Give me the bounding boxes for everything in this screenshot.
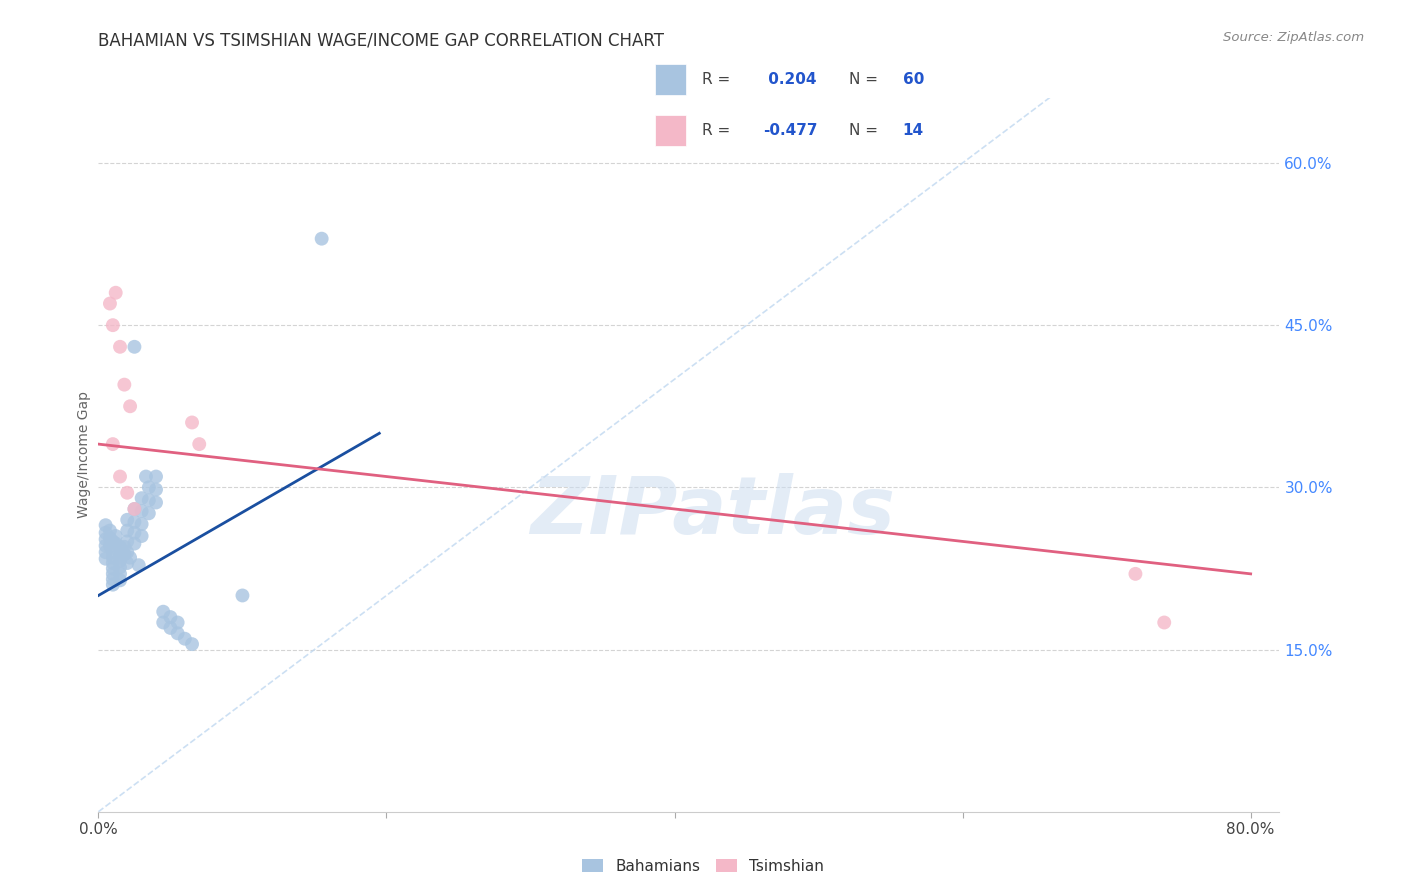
Point: [115, 534, 138, 549]
Point: [94, 518, 117, 533]
Point: [101, 572, 124, 586]
Text: -0.477: -0.477: [763, 123, 818, 138]
Point: [181, 416, 204, 430]
Point: [1125, 566, 1147, 581]
Point: [124, 340, 146, 354]
Point: [311, 232, 333, 246]
FancyBboxPatch shape: [655, 64, 686, 95]
Point: [131, 504, 153, 518]
Point: [101, 556, 124, 570]
Point: [145, 483, 167, 497]
Point: [135, 469, 157, 483]
Point: [94, 533, 117, 547]
Point: [115, 545, 138, 559]
Point: [108, 560, 131, 574]
Point: [108, 340, 131, 354]
Point: [94, 551, 117, 566]
Text: BAHAMIAN VS TSIMSHIAN WAGE/INCOME GAP CORRELATION CHART: BAHAMIAN VS TSIMSHIAN WAGE/INCOME GAP CO…: [98, 31, 665, 49]
Point: [124, 502, 146, 516]
Point: [188, 437, 211, 451]
Point: [166, 615, 188, 630]
Text: Source: ZipAtlas.com: Source: ZipAtlas.com: [1223, 31, 1364, 45]
Point: [108, 566, 131, 581]
Point: [181, 637, 204, 651]
Point: [104, 529, 127, 543]
FancyBboxPatch shape: [655, 115, 686, 145]
Text: R =: R =: [702, 71, 735, 87]
Point: [98, 539, 121, 553]
Point: [94, 539, 117, 553]
Point: [101, 545, 124, 559]
Point: [145, 469, 167, 483]
Point: [124, 502, 146, 516]
Text: ZIPatlas: ZIPatlas: [530, 473, 896, 551]
Point: [159, 621, 181, 635]
Legend: Bahamians, Tsimshian: Bahamians, Tsimshian: [575, 853, 831, 880]
Point: [94, 525, 117, 540]
Point: [108, 554, 131, 568]
Point: [131, 529, 153, 543]
Point: [166, 626, 188, 640]
Point: [152, 605, 174, 619]
Point: [98, 531, 121, 545]
Text: 60: 60: [903, 71, 924, 87]
Point: [101, 561, 124, 575]
Point: [124, 536, 146, 550]
Text: 0.204: 0.204: [763, 71, 817, 87]
Point: [152, 615, 174, 630]
Point: [101, 550, 124, 565]
Point: [101, 534, 124, 549]
Point: [124, 525, 146, 540]
Point: [108, 548, 131, 562]
Point: [112, 540, 135, 554]
Text: R =: R =: [702, 123, 735, 138]
Point: [159, 610, 181, 624]
Point: [101, 566, 124, 581]
Point: [173, 632, 195, 646]
Point: [128, 558, 150, 573]
Point: [120, 399, 142, 413]
Point: [104, 285, 127, 300]
Point: [104, 536, 127, 550]
Point: [98, 524, 121, 538]
Point: [108, 540, 131, 554]
Point: [115, 556, 138, 570]
Point: [115, 524, 138, 538]
Point: [112, 548, 135, 562]
Point: [98, 296, 121, 310]
Point: [131, 491, 153, 505]
Y-axis label: Wage/Income Gap: Wage/Income Gap: [77, 392, 91, 518]
Point: [108, 469, 131, 483]
Point: [138, 480, 160, 494]
Point: [120, 550, 142, 565]
Point: [115, 513, 138, 527]
Point: [101, 577, 124, 591]
Point: [145, 495, 167, 509]
Point: [124, 515, 146, 529]
Point: [115, 485, 138, 500]
Text: N =: N =: [849, 71, 883, 87]
Point: [138, 506, 160, 520]
Point: [231, 589, 253, 603]
Point: [101, 437, 124, 451]
Point: [1153, 615, 1175, 630]
Point: [131, 517, 153, 532]
Point: [108, 574, 131, 588]
Point: [101, 318, 124, 333]
Text: 14: 14: [903, 123, 924, 138]
Text: N =: N =: [849, 123, 883, 138]
Point: [112, 377, 135, 392]
Point: [94, 545, 117, 559]
Point: [138, 493, 160, 508]
